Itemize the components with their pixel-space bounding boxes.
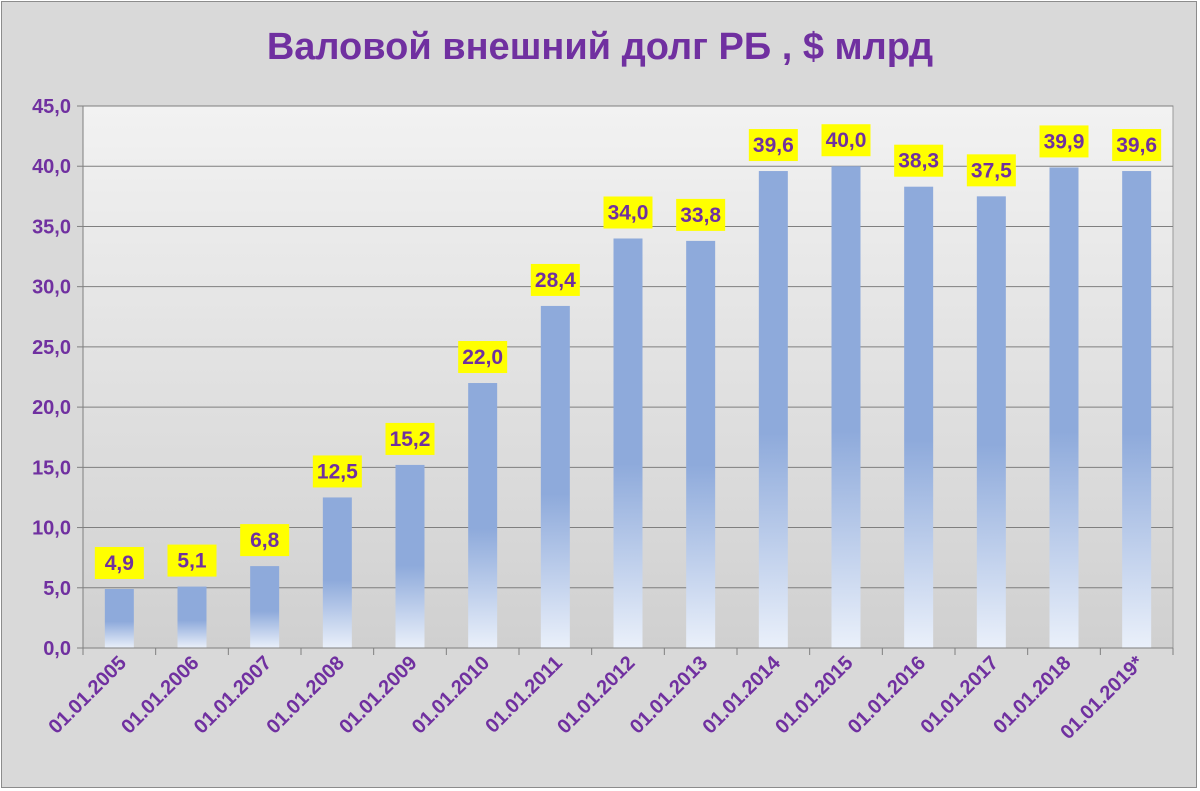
data-label: 34,0 <box>608 201 649 224</box>
data-label: 22,0 <box>462 346 503 369</box>
data-label: 39,6 <box>753 134 794 157</box>
data-label-box <box>240 524 290 557</box>
data-label-box <box>312 455 362 488</box>
data-label: 6,8 <box>250 529 280 552</box>
x-tick-label: 01.01.2006 <box>117 652 203 738</box>
data-label: 4,9 <box>105 552 134 575</box>
x-tick-label: 01.01.2017 <box>917 652 1003 738</box>
y-tick-label: 5,0 <box>43 578 71 600</box>
x-tick-label: 01.01.2005 <box>45 652 131 738</box>
data-label-box <box>821 124 871 157</box>
x-tick-label: 01.01.2012 <box>553 652 639 738</box>
bar <box>613 238 643 648</box>
bar <box>104 588 134 648</box>
data-label: 33,8 <box>680 204 721 227</box>
bar <box>976 196 1006 649</box>
bar <box>395 464 425 648</box>
y-tick-label: 40,0 <box>32 156 71 178</box>
bar <box>904 186 934 648</box>
bar <box>1122 171 1152 649</box>
x-tick-label: 01.01.2013 <box>626 652 712 738</box>
data-label: 28,4 <box>535 269 576 292</box>
y-tick-label: 15,0 <box>32 457 71 479</box>
data-label: 39,9 <box>1044 130 1085 153</box>
data-label-box <box>1039 125 1089 158</box>
data-label: 37,5 <box>971 159 1012 182</box>
bar <box>250 566 280 648</box>
bar <box>686 240 716 649</box>
y-tick-label: 10,0 <box>32 518 71 540</box>
bars <box>104 166 1152 649</box>
x-tick-label: 01.01.2007 <box>190 652 276 738</box>
data-label: 38,3 <box>898 150 939 173</box>
data-label-box <box>1112 129 1162 162</box>
x-tick-label: 01.01.2010 <box>408 652 494 738</box>
data-label: 39,6 <box>1116 134 1157 157</box>
bar <box>177 586 207 648</box>
y-tick-label: 20,0 <box>32 397 71 419</box>
y-tick-label: 0,0 <box>43 638 71 660</box>
data-label-box <box>894 144 944 177</box>
data-label-box <box>676 198 726 231</box>
data-label-box <box>748 129 798 162</box>
x-axis-ticks: 01.01.200501.01.200601.01.200701.01.2008… <box>45 648 1174 744</box>
bar <box>758 171 788 649</box>
x-tick-label: 01.01.2015 <box>771 652 857 738</box>
bar <box>831 166 861 648</box>
data-label: 40,0 <box>826 129 867 152</box>
bar <box>1049 167 1079 648</box>
bar <box>322 497 352 648</box>
data-label-box <box>603 196 653 229</box>
data-label-box <box>167 544 217 577</box>
data-label-box <box>385 422 435 455</box>
data-label: 12,5 <box>317 460 358 483</box>
axes <box>82 106 1173 649</box>
x-tick-label: 01.01.2009 <box>335 652 421 738</box>
y-tick-label: 25,0 <box>32 337 71 359</box>
data-labels: 4,9 5,1 6,8 12,5 15,2 22,0 28,4 34,0 33,8 39,6 40,… <box>94 124 1162 579</box>
data-label: 5,1 <box>177 550 207 573</box>
data-label-box <box>94 546 144 579</box>
data-label-box <box>530 263 580 296</box>
data-label-box <box>966 154 1016 187</box>
y-axis-ticks: 0,0 5,0 10,0 15,0 20,0 25,0 30,0 35,0 40,0 45,0 <box>32 96 83 660</box>
bar <box>540 305 570 648</box>
y-tick-label: 30,0 <box>32 277 71 299</box>
bar <box>468 383 498 648</box>
x-tick-label: 01.01.2008 <box>263 652 349 738</box>
y-tick-label: 35,0 <box>32 216 71 238</box>
chart-title: Валовой внешний долг РБ , $ млрд <box>266 26 934 68</box>
x-tick-label: 01.01.2016 <box>844 652 930 738</box>
data-label-box <box>458 341 508 374</box>
y-tick-label: 45,0 <box>32 96 71 118</box>
data-label: 15,2 <box>390 428 431 451</box>
